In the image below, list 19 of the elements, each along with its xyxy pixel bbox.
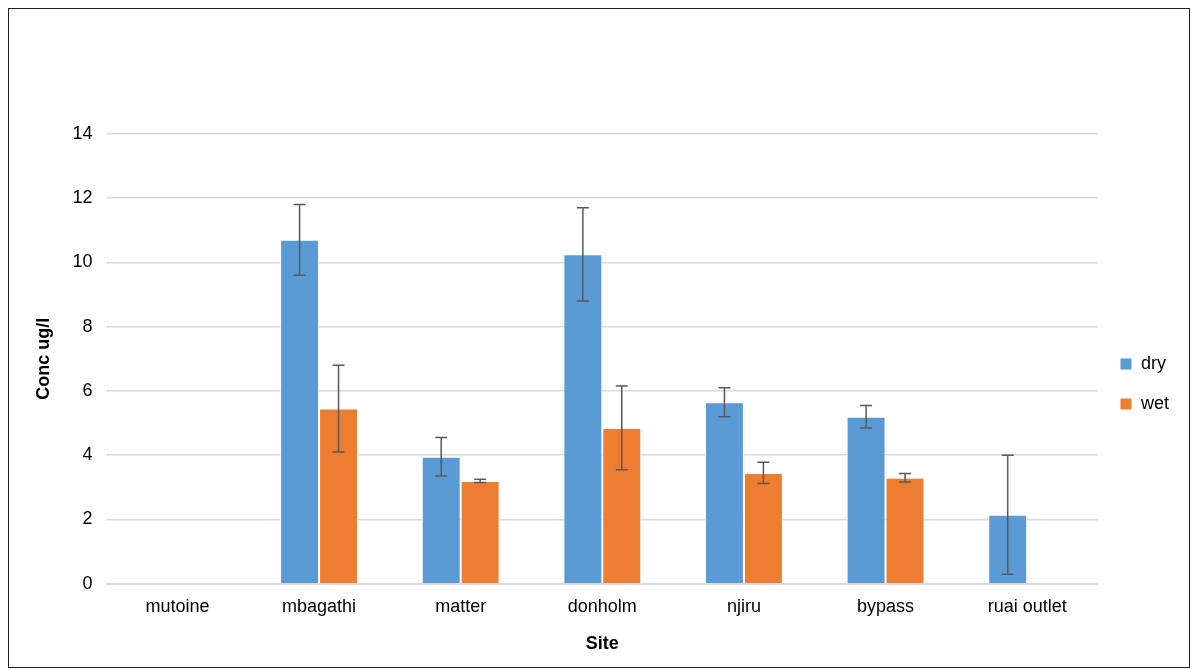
- x-axis-title: Site: [585, 633, 619, 654]
- y-tick-label: 0: [82, 572, 93, 593]
- x-tick-label: mbagathi: [282, 595, 357, 616]
- x-tick-label: donholm: [567, 595, 637, 616]
- x-tick-label: ruai outlet: [987, 595, 1067, 616]
- legend-label: wet: [1139, 392, 1169, 413]
- y-tick-label: 8: [82, 315, 93, 336]
- x-tick-label: matter: [435, 595, 487, 616]
- y-tick-label: 14: [72, 122, 93, 143]
- x-tick-label: mutoine: [145, 595, 210, 616]
- y-axis-title: Conc ug/l: [32, 317, 53, 400]
- y-tick-label: 10: [72, 251, 93, 272]
- y-tick-label: 2: [82, 508, 93, 529]
- y-tick-label: 6: [82, 379, 93, 400]
- y-tick-label: 4: [82, 444, 93, 465]
- y-tick-label: 12: [72, 187, 93, 208]
- x-tick-label: bypass: [857, 595, 915, 616]
- legend-label: dry: [1140, 352, 1166, 373]
- x-tick-label: njiru: [726, 595, 761, 616]
